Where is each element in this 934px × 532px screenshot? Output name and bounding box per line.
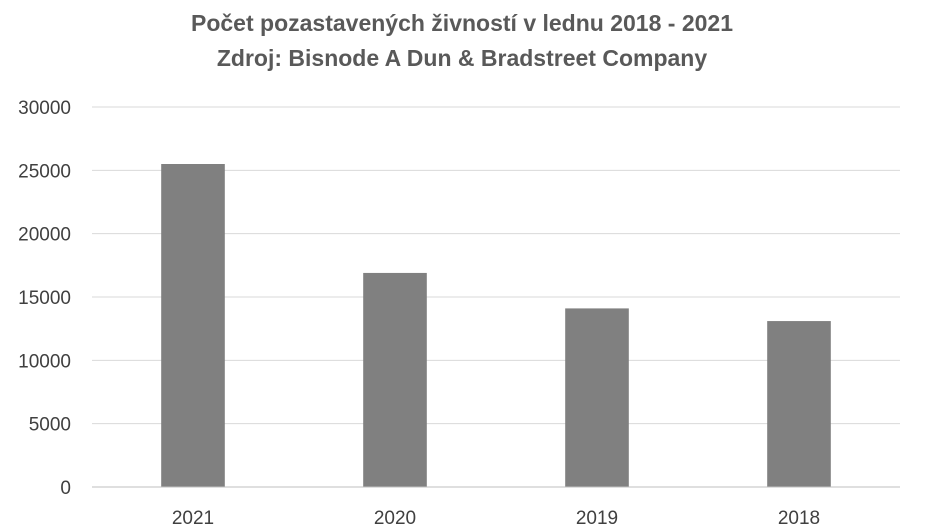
y-axis: 0 5000 10000 15000 20000 25000 30000 [18,98,71,499]
x-tick-label: 2018 [778,508,820,529]
bar [363,272,427,487]
chart-subtitle: Zdroj: Bisnode A Dun & Bradstreet Compan… [217,45,707,71]
x-tick-label: 2021 [172,508,214,529]
chart-title: Počet pozastavených živností v lednu 201… [191,10,733,36]
y-tick-label: 5000 [29,415,71,436]
y-tick-label: 20000 [18,225,71,246]
gridlines [92,106,900,425]
y-tick-label: 30000 [18,98,71,119]
y-tick-label: 10000 [18,351,71,372]
bar [565,308,629,487]
bar [767,321,831,487]
bar [161,164,225,487]
y-tick-label: 15000 [18,288,71,309]
y-tick-label: 25000 [18,161,71,182]
x-tick-label: 2020 [374,508,416,529]
y-tick-label: 0 [60,478,71,499]
x-tick-label: 2019 [576,508,618,529]
bar-series [161,164,831,487]
x-axis: 2021 2020 2019 2018 [172,508,820,529]
